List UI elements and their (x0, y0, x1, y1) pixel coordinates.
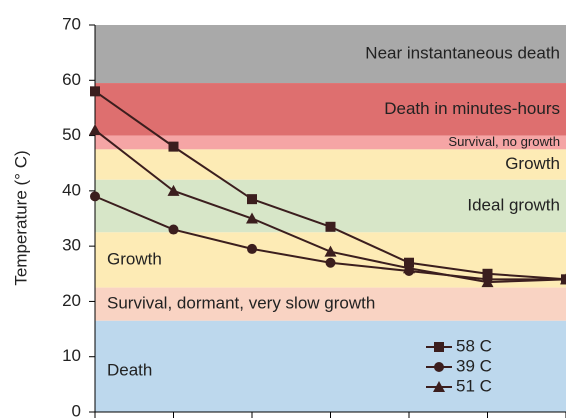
marker (90, 86, 100, 97)
legend-label: 58 C (456, 336, 492, 355)
band-label: Growth (107, 249, 162, 268)
legend-label: 51 C (456, 376, 492, 395)
marker (324, 245, 337, 257)
band-label: Survival, no growth (448, 134, 560, 149)
y-tick-label: 0 (72, 401, 81, 419)
y-tick-label: 50 (62, 125, 81, 144)
band (95, 149, 566, 180)
marker (89, 124, 101, 136)
marker (325, 257, 336, 268)
marker (167, 184, 180, 196)
band (95, 25, 566, 84)
marker (90, 191, 100, 202)
band-label: Ideal growth (467, 196, 560, 215)
marker (168, 224, 179, 235)
band-label: Death (107, 360, 152, 379)
band (95, 320, 566, 412)
marker (482, 268, 493, 279)
y-tick-label: 60 (62, 70, 81, 89)
band (95, 287, 566, 321)
marker (246, 212, 258, 224)
marker (325, 221, 336, 232)
marker (560, 273, 566, 285)
marker (481, 276, 494, 288)
band-label: Death in minutes-hours (384, 99, 560, 118)
y-axis-label: Temperature (° C) (11, 150, 30, 285)
marker (434, 362, 444, 372)
marker (434, 342, 444, 352)
band-label: Survival, dormant, very slow growth (107, 294, 375, 313)
band (95, 135, 566, 150)
marker (403, 262, 415, 274)
y-tick-label: 40 (62, 180, 81, 199)
legend-label: 39 C (456, 356, 492, 375)
band-label: Near instantaneous death (365, 44, 560, 63)
marker (168, 141, 179, 152)
marker (247, 243, 257, 254)
marker (247, 194, 257, 205)
y-tick-label: 30 (62, 236, 81, 255)
y-tick-label: 20 (62, 291, 81, 310)
marker (433, 381, 445, 392)
y-tick-label: 70 (62, 14, 81, 33)
band (95, 83, 566, 136)
y-tick-label: 10 (62, 346, 81, 365)
band-label: Growth (505, 154, 560, 173)
